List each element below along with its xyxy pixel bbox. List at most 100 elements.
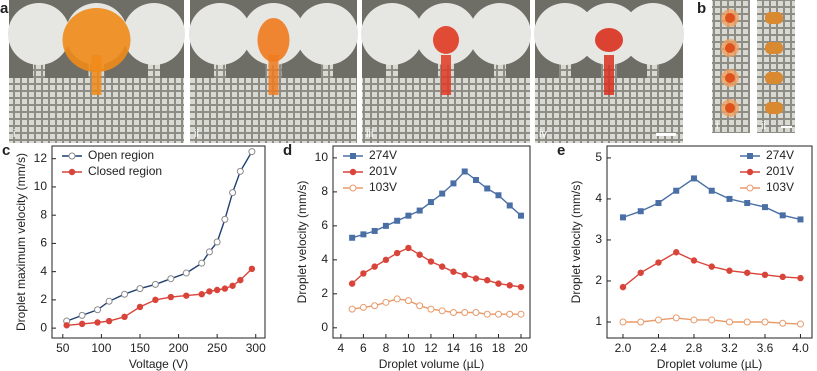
legend-label: 201V [766,164,794,178]
marker [105,297,113,305]
legend-marker [746,168,754,176]
marker [450,268,457,275]
marker [726,195,733,202]
series-line [351,170,522,239]
marker [416,302,424,310]
marker [796,320,804,328]
reservoir [296,3,358,65]
legend-marker [746,184,754,192]
marker [690,316,698,324]
legend-marker [68,168,76,176]
marker [151,280,159,288]
legend-label: Closed region [88,164,162,178]
marker [349,234,356,241]
y-tick-label: 0 [40,320,47,334]
marker [393,249,401,257]
marker [221,285,229,292]
reservoir [123,3,185,65]
marker [348,280,356,287]
marker [393,295,401,303]
marker [63,322,70,329]
marker [360,270,367,277]
marker [105,317,113,325]
droplet-core [725,43,735,53]
legend-marker [68,152,76,160]
legend-label: 103V [369,180,397,194]
marker [394,217,401,224]
droplet-trail [441,55,451,95]
marker [506,310,514,318]
legend-label: 274V [766,148,794,162]
photo-sublabel: ii [761,120,766,132]
marker [213,238,221,246]
droplet [62,8,131,72]
y-axis-label: Droplet maximum velocity (mm/s) [14,153,28,331]
y-tick-label: 8 [321,184,328,198]
y-tick-label: 4 [40,264,47,278]
marker [248,265,256,273]
marker [450,180,457,187]
reservoir [534,3,596,65]
x-tick-label: 8 [383,341,390,355]
marker [619,214,626,221]
panel-label: c [2,142,10,159]
marker [761,318,769,326]
marker [438,263,446,270]
marker [213,286,221,294]
marker [484,277,491,284]
marker [779,273,786,281]
x-tick-label: 6 [360,341,367,355]
photo-sublabel: ii [194,128,199,140]
reservoir [622,3,684,65]
marker [484,185,491,192]
series-line [66,151,253,322]
droplet-core [725,13,735,23]
marker [416,251,423,258]
legend-label: 201V [369,164,397,178]
y-tick-label: 2 [40,292,47,306]
marker [78,311,86,319]
x-tick-label: 20 [514,341,528,355]
marker [167,293,175,301]
marker [619,318,627,326]
marker [136,285,144,293]
marker [726,267,733,274]
scale-bar [656,133,676,136]
droplet [765,72,783,84]
marker [654,316,662,324]
marker [708,263,715,270]
reservoir [469,3,531,65]
panel-label: e [557,142,565,159]
panel-label: d [283,142,292,159]
marker [655,200,662,207]
marker [167,275,175,283]
y-tick-label: 12 [34,151,48,165]
marker [206,288,213,295]
photo-sublabel: iii [366,128,373,140]
y-tick-label: 0 [321,320,328,334]
reservoir [189,3,251,65]
marker [779,319,787,327]
plot-frame [332,145,531,339]
marker [517,212,524,219]
marker [672,314,680,322]
marker [690,257,698,264]
marker [461,271,468,279]
x-tick-label: 200 [169,341,189,355]
legend-label: 274V [369,148,397,162]
y-tick-label: 2 [595,273,602,287]
marker [405,212,412,219]
x-axis-label: Droplet volume (µL) [379,357,485,371]
y-tick-label: 4 [595,191,602,205]
plot-frame [606,145,813,339]
marker [121,290,129,298]
marker [382,222,389,229]
y-tick-label: 6 [321,218,328,232]
marker [517,283,525,291]
x-tick-label: 3.2 [721,341,738,355]
marker [371,263,378,270]
droplet-trail [91,55,102,95]
marker [205,248,213,256]
droplet [765,12,783,24]
